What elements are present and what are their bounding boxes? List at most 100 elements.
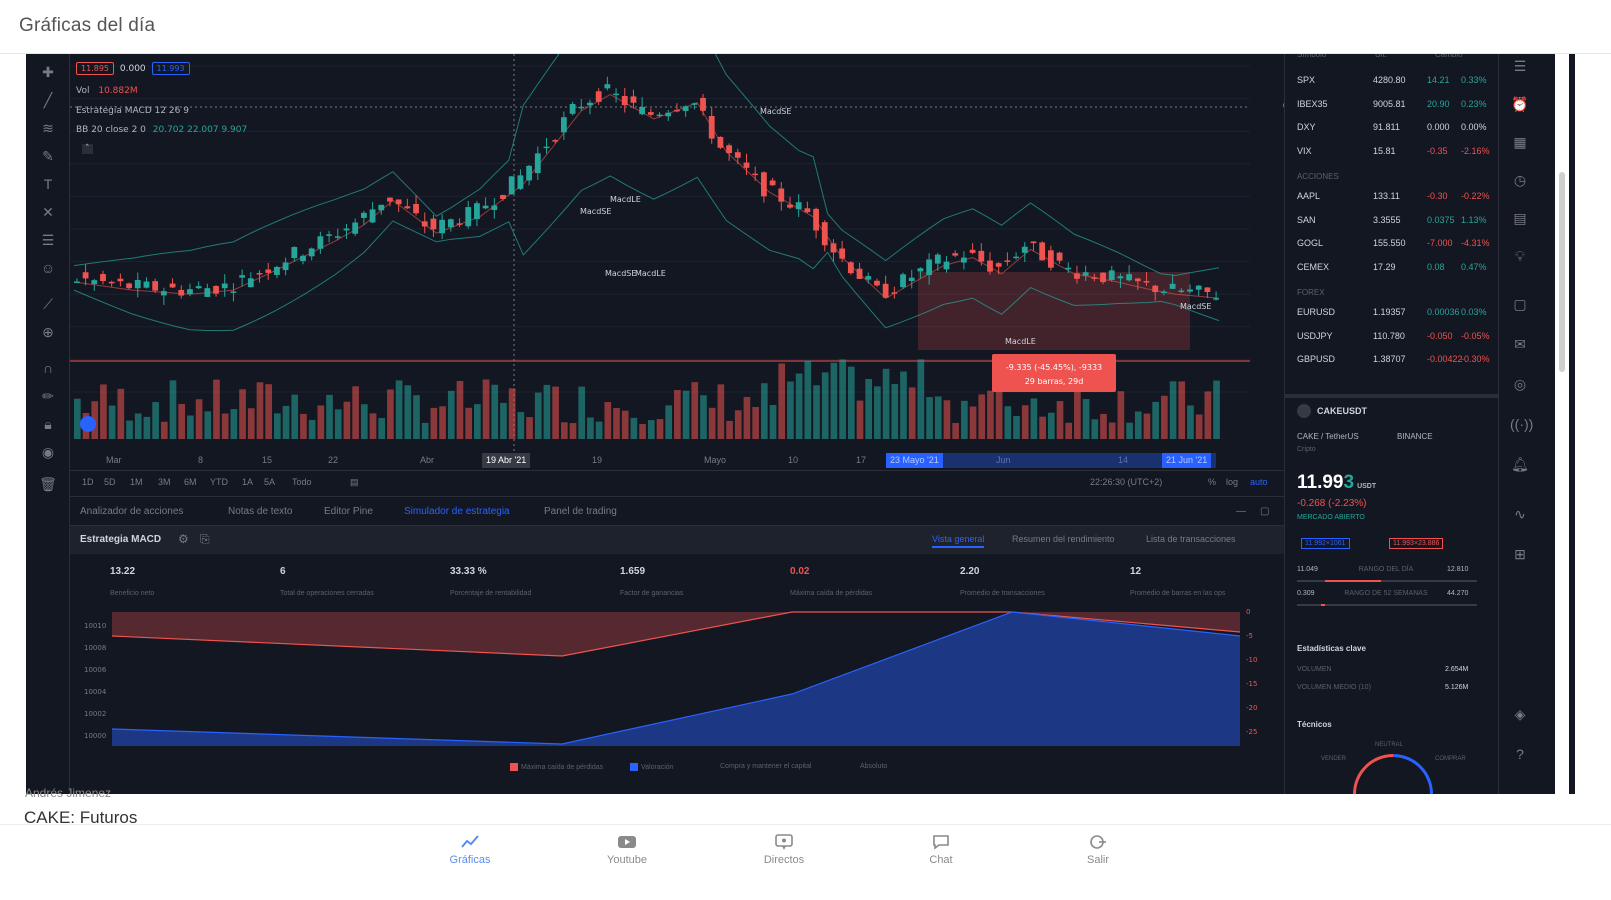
watchlist-row[interactable]: USDJPY 110.780 -0.050 -0.05% (1297, 328, 1493, 346)
nav-salir[interactable]: Salir (1058, 833, 1138, 866)
candle-body (178, 289, 185, 296)
watchlist-row[interactable]: AAPL 133.11 -0.30 -0.22% (1297, 188, 1493, 206)
range-button[interactable]: 1A (242, 477, 254, 487)
watchlist-row[interactable]: SPX 4280.80 14.21 0.33% (1297, 72, 1493, 90)
percent-toggle[interactable]: % (1208, 477, 1217, 487)
strategy-tab[interactable]: Resumen del rendimiento (1012, 534, 1115, 544)
broadcast-icon[interactable]: ◎ (1513, 376, 1527, 392)
nav-directos[interactable]: Directos (744, 833, 824, 866)
candle-body (108, 281, 115, 284)
ask-chip[interactable]: 11.993×23.886 (1389, 538, 1444, 549)
chart-embed[interactable]: ✚ ╱ ≋ ✎ T ✕ ☰ ☺ ⟋ ⊕ ∩ ✏ 🔒︎ ◉ 🗑︎ MacdSE Ma… (26, 54, 1575, 794)
equity-legend-item[interactable]: Absoluto (860, 763, 887, 770)
layers-icon[interactable]: ◈ (1514, 706, 1526, 722)
bb-legend[interactable]: BB 20 close 2 0 20.702 22.007 9.907 (76, 125, 247, 135)
range-button[interactable]: Todo (292, 477, 312, 487)
scrollbar-thumb[interactable] (1559, 172, 1565, 372)
lock-icon[interactable]: 🔒︎ (44, 416, 52, 432)
sell-chip[interactable]: 11.895 (76, 62, 114, 75)
volume-bar (891, 384, 899, 439)
crosshair-icon[interactable]: ✚ (42, 64, 54, 80)
maximize-icon[interactable]: ▢ (1260, 506, 1270, 517)
minimize-icon[interactable]: — (1236, 506, 1246, 517)
watchlist-row[interactable]: CEMEX 17.29 0.08 0.47% (1297, 259, 1493, 277)
volume-bar (674, 389, 681, 439)
pattern-icon[interactable]: ✕ (42, 204, 54, 220)
trend-icon[interactable]: ∿ (1514, 506, 1526, 522)
calendar-icon[interactable]: ▦ (1513, 134, 1527, 150)
log-toggle[interactable]: log (1226, 477, 1239, 487)
auto-toggle[interactable]: auto (1250, 477, 1268, 487)
ruler-icon[interactable]: ⟋ (43, 296, 53, 312)
fib-icon[interactable]: ≋ (42, 120, 54, 136)
range-button[interactable]: 6M (184, 477, 197, 487)
panel-tab[interactable]: Analizador de acciones (80, 506, 184, 517)
strategy-legend[interactable]: Estrategia MACD 12 26 9 (76, 106, 189, 116)
range-button[interactable]: 5D (104, 477, 116, 487)
volume-bar (621, 410, 629, 439)
equity-legend-item[interactable]: Valoración (630, 763, 674, 771)
export-icon[interactable]: ⎘ (200, 532, 210, 546)
dom-icon[interactable]: ⊞ (1514, 546, 1526, 562)
page-scrollbar[interactable] (1555, 54, 1569, 794)
help-icon[interactable]: ? (1516, 746, 1524, 762)
signal-icon[interactable]: ((·)) (1510, 416, 1534, 432)
panel-tab[interactable]: Notas de texto (228, 506, 293, 517)
zoom-icon[interactable]: ⊕ (42, 324, 54, 340)
equity-legend-item[interactable]: Máxima caída de pérdidas (510, 763, 603, 771)
chat-panel-icon[interactable]: ▢ (1513, 296, 1527, 312)
watchlist-row[interactable]: EURUSD 1.19357 0.00036 0.03% (1297, 304, 1493, 322)
news-icon[interactable]: ◷ (1513, 172, 1527, 188)
strategy-tab[interactable]: Vista general (932, 534, 985, 548)
magnet-icon[interactable]: ∩ (42, 360, 54, 376)
eye-icon[interactable]: ◉ (41, 444, 55, 460)
range-button[interactable]: 5A (264, 477, 276, 487)
lock-drawing-icon[interactable]: ✏ (42, 388, 54, 404)
nav-chat[interactable]: Chat (901, 833, 981, 866)
watchlist-row[interactable]: GBPUSD 1.38707 -0.00422 -0.30% (1297, 351, 1493, 369)
notification-icon[interactable]: 🔔︎ (1511, 456, 1529, 472)
range-button[interactable]: YTD (210, 477, 228, 487)
settings-icon[interactable]: ⚙ (178, 532, 189, 546)
equity-legend-item[interactable]: Compra y mantener el capital (720, 763, 811, 770)
ideas-icon[interactable]: 💡︎ (1515, 248, 1525, 264)
trend-line-icon[interactable]: ╱ (43, 92, 53, 108)
range-button[interactable]: 1D (82, 477, 94, 487)
panel-tab[interactable]: Simulador de estrategia (404, 506, 510, 517)
nav-graficas[interactable]: Gráficas (430, 833, 510, 866)
trash-icon[interactable]: 🗑︎ (39, 476, 57, 492)
time-axis[interactable]: Mar 8 15 22 Abr 19 Mayo 10 17 Jun 14 19 Abr '21 23 M… (70, 452, 1250, 470)
brush-icon[interactable]: ✎ (42, 148, 54, 164)
watchlist-row[interactable]: GOGL 155.550 -7.000 -4.31% (1297, 235, 1493, 253)
text-icon[interactable]: T (43, 176, 53, 192)
message-icon[interactable]: ✉ (1514, 336, 1526, 352)
range-button[interactable]: 3M (158, 477, 171, 487)
panel-tab[interactable]: Panel de trading (544, 506, 617, 517)
watchlist-row[interactable]: IBEX35 9005.81 20.90 0.23% (1297, 96, 1493, 114)
change-pct: 0.23% (1461, 98, 1487, 109)
measure-icon[interactable]: ☰ (41, 232, 55, 248)
candlestick-chart[interactable]: MacdSEMacdLEMacdSEMacdLEMacdSEMacdLEMacd… (70, 54, 1250, 452)
watchlist-row[interactable]: DXY 91.811 0.000 0.00% (1297, 119, 1493, 137)
collapse-legend-icon[interactable]: ˄ (82, 144, 93, 154)
volume-bar (213, 379, 220, 439)
range-button[interactable]: 1M (130, 477, 143, 487)
alerts-icon[interactable]: ⏰ (1511, 96, 1529, 112)
notes-icon[interactable]: ▤ (1513, 210, 1527, 226)
candle-body (169, 283, 176, 288)
icons-icon[interactable]: ☺ (40, 260, 56, 276)
time-tick: Mar (106, 455, 122, 465)
watchlist-icon[interactable]: ☰ (1513, 58, 1527, 74)
candle-body (1195, 285, 1202, 290)
legend-label: Compra y mantener el capital (720, 763, 812, 770)
date-range-icon[interactable]: ▤ (350, 477, 359, 487)
watchlist-row[interactable]: VIX 15.81 -0.35 -2.16% (1297, 143, 1493, 161)
equity-right-tick: -5 (1246, 632, 1253, 640)
strategy-tab[interactable]: Lista de transacciones (1146, 534, 1236, 544)
price-chart[interactable]: MacdSE MacdLE MacdSE MacdLE MacdSE MacdLE Macd… (70, 54, 1346, 514)
panel-tab[interactable]: Editor Pine (324, 506, 373, 517)
watchlist-row[interactable]: SAN 3.3555 0.0375 1.13% (1297, 212, 1493, 230)
buy-chip[interactable]: 11.993 (151, 62, 190, 75)
nav-youtube[interactable]: Youtube (587, 833, 667, 866)
bid-chip[interactable]: 11.992×1061 (1301, 538, 1350, 549)
